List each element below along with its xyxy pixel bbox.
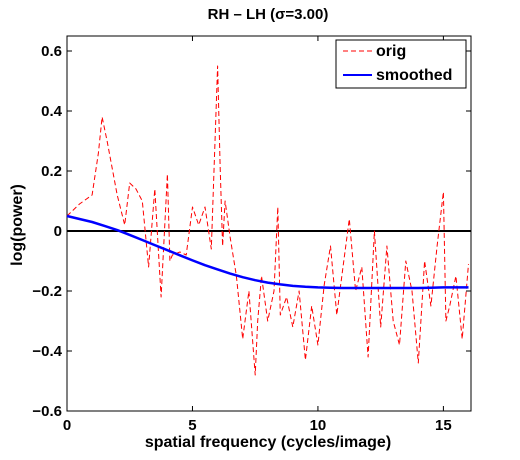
x-tick-label: 0 — [63, 417, 71, 434]
x-tick-label: 10 — [310, 417, 327, 434]
y-tick-label: −0.4 — [32, 343, 62, 360]
x-axis-label: spatial frequency (cycles/image) — [145, 434, 391, 451]
y-axis-ticks: −0.6 −0.4 −0.2 0 0.2 0.4 0.6 — [32, 43, 471, 420]
series-orig-line — [66, 65, 469, 376]
series-layer — [66, 65, 469, 376]
y-tick-label: 0 — [54, 223, 62, 240]
chart-title: RH – LH (σ=3.00) — [208, 6, 329, 23]
y-tick-label: 0.6 — [41, 43, 62, 60]
x-axis-ticks: 0 5 10 15 — [63, 36, 452, 434]
y-tick-label: −0.2 — [32, 283, 62, 300]
y-tick-label: 0.4 — [41, 103, 63, 120]
plot-frame — [66, 35, 472, 412]
legend: orig smoothed — [335, 39, 467, 89]
series-smoothed-line — [66, 214, 469, 290]
y-tick-label: −0.6 — [32, 403, 62, 420]
legend-label-smoothed: smoothed — [376, 67, 452, 84]
x-tick-label: 15 — [435, 417, 452, 434]
legend-box — [335, 39, 467, 89]
y-tick-label: 0.2 — [41, 163, 62, 180]
x-tick-label: 5 — [188, 417, 196, 434]
y-axis-label: log(power) — [9, 184, 26, 266]
legend-label-orig: orig — [376, 43, 406, 60]
